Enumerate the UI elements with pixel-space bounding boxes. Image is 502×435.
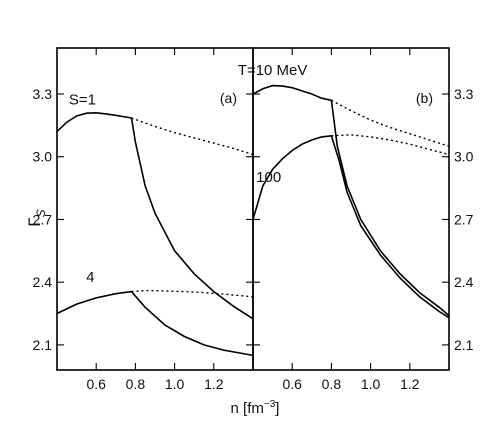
series-line-a-3: [56, 290, 132, 315]
y-tick-label: 3.0: [33, 149, 53, 165]
x-tick-label: 1.0: [165, 376, 185, 392]
panel-label-a: (a): [220, 90, 237, 106]
panel-a: 0.6 0.8 1.0 1.2 2.1 2.4 2.7 3.0 3.3 (a) S=1 4: [33, 47, 254, 392]
panel-label-b: (b): [416, 90, 433, 106]
panel-b-frame: [252, 47, 450, 371]
curve-annotation: 100: [256, 169, 281, 186]
y-tick-label: 3.0: [454, 149, 474, 165]
y-tick-label: 2.7: [33, 211, 53, 227]
series-line-a-2: [130, 117, 254, 320]
series-line-b-3: [252, 135, 332, 220]
y-tick-label: 2.7: [454, 211, 474, 227]
series-line-a-1: [131, 117, 254, 156]
curve-annotation: S=1: [69, 91, 96, 108]
series-line-a-0: [56, 111, 132, 133]
x-tick-label: 1.2: [400, 376, 420, 392]
panel-b: 0.6 0.8 1.0 1.2 2.1 2.4 2.7 3.0 3.3 (b) T=10 MeV 10…: [238, 47, 474, 392]
series-line-b-1: [331, 99, 450, 147]
x-tick-label: 0.6: [282, 376, 302, 392]
y-tick-label: 2.4: [33, 274, 53, 290]
curve-annotation: T=10 MeV: [238, 62, 308, 79]
curve-annotation: 4: [86, 269, 94, 286]
series-line-a-5: [130, 291, 254, 357]
series-line-b-4: [331, 134, 450, 156]
y-tick-label: 2.4: [454, 274, 474, 290]
y-tick-label: 3.3: [454, 86, 474, 102]
y-tick-label: 3.3: [33, 86, 53, 102]
y-tick-label: 2.1: [33, 337, 53, 353]
series-line-b-5: [330, 135, 450, 319]
x-tick-label: 1.0: [361, 376, 381, 392]
x-axis-label: n [fm−3]: [231, 399, 280, 417]
series-line-b-2: [330, 100, 450, 317]
x-tick-label: 1.2: [204, 376, 224, 392]
x-tick-label: 0.6: [86, 376, 106, 392]
series-line-b-0: [252, 84, 332, 102]
x-tick-label: 0.8: [322, 376, 342, 392]
y-tick-label: 2.1: [454, 337, 474, 353]
y-axis-label: ΓS: [25, 209, 48, 226]
x-tick-label: 0.8: [126, 376, 146, 392]
series-line-a-4: [131, 289, 254, 298]
